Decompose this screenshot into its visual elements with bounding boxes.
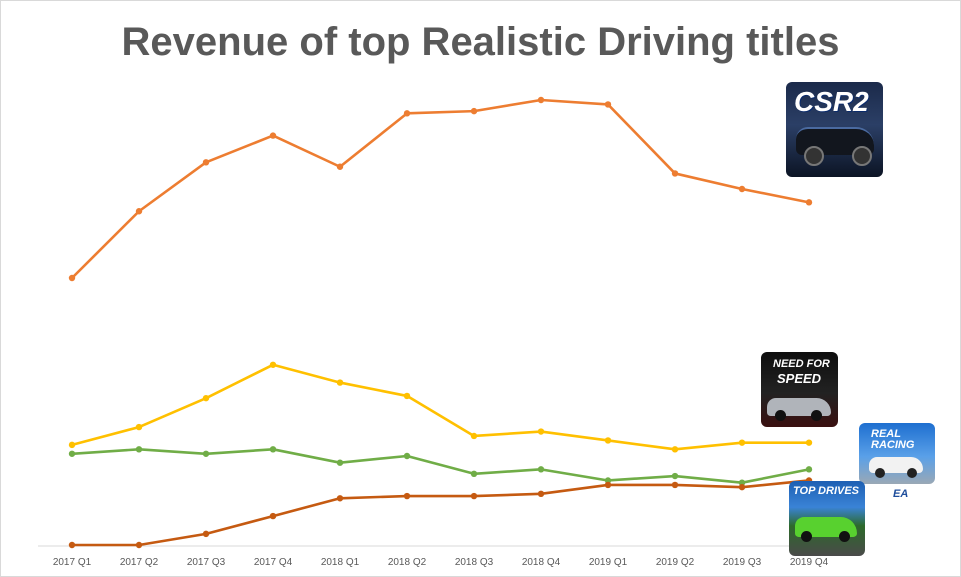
series-line: [71, 98, 810, 279]
x-tick-label: 2018 Q2: [388, 557, 427, 568]
data-point: [403, 492, 411, 500]
data-point: [604, 477, 612, 484]
series-line: [71, 363, 809, 451]
data-point: [805, 199, 813, 206]
data-point: [403, 110, 411, 117]
x-tick-label: 2017 Q1: [53, 557, 92, 568]
data-point: [671, 472, 679, 480]
data-point: [738, 185, 746, 193]
x-tick-label: 2019 Q1: [589, 557, 628, 568]
data-point: [269, 361, 277, 368]
data-point: [403, 452, 411, 460]
x-tick-label: 2019 Q2: [656, 557, 695, 568]
data-point: [470, 470, 478, 477]
data-point: [537, 428, 545, 435]
top-drives-icon-label: TOP DRIVES: [793, 485, 860, 497]
x-tick-label: 2017 Q2: [120, 557, 159, 568]
series-line: [71, 448, 810, 485]
real-racing-icon-label-line2: RACING: [871, 439, 915, 451]
data-point: [537, 490, 545, 498]
data-point: [68, 441, 76, 449]
x-tick-label: 2017 Q3: [187, 557, 226, 568]
csr2-icon-label: CSR2: [794, 86, 869, 117]
data-point: [135, 446, 143, 453]
data-point: [202, 394, 210, 402]
data-point: [135, 208, 143, 215]
data-point: [604, 101, 612, 108]
data-point: [604, 437, 612, 444]
data-point: [738, 483, 746, 491]
data-point: [336, 459, 344, 466]
data-point: [68, 450, 76, 457]
data-point: [336, 163, 344, 170]
data-point: [671, 481, 679, 489]
data-point: [738, 479, 746, 486]
data-point: [738, 439, 746, 446]
data-point: [135, 541, 143, 549]
nfs-icon-label-line2: SPEED: [777, 371, 822, 386]
real-racing-icon-label-line1: REAL: [871, 428, 901, 440]
series-need-for-speed: [68, 361, 813, 453]
data-point: [269, 512, 277, 520]
data-point: [805, 439, 813, 446]
nfs-icon-label-line1: NEED FOR: [773, 358, 830, 370]
x-tick-label: 2018 Q4: [522, 557, 561, 568]
data-point: [336, 495, 344, 502]
csr2-icon: CSR2: [786, 82, 883, 177]
data-point: [805, 466, 813, 473]
data-point: [470, 492, 478, 500]
x-tick-label: 2019 Q4: [790, 557, 829, 568]
data-point: [537, 466, 545, 473]
data-point: [202, 159, 210, 166]
need-for-speed-icon: NEED FOR SPEED: [761, 352, 838, 427]
x-tick-label: 2019 Q3: [723, 557, 762, 568]
data-point: [202, 450, 210, 457]
x-tick-label: 2018 Q1: [321, 557, 360, 568]
data-point: [470, 432, 478, 440]
data-point: [135, 423, 143, 431]
x-tick-label: 2018 Q3: [455, 557, 494, 568]
data-point: [604, 481, 612, 489]
series-layer: [68, 96, 813, 549]
data-point: [336, 379, 344, 386]
data-point: [671, 170, 679, 177]
data-point: [202, 530, 210, 538]
data-point: [671, 446, 679, 453]
data-point: [269, 132, 277, 139]
ea-logo: EA: [893, 488, 909, 500]
data-point: [68, 541, 76, 549]
series-line: [72, 479, 810, 547]
top-drives-icon: TOP DRIVES: [789, 481, 865, 556]
data-point: [68, 274, 76, 282]
data-point: [470, 107, 478, 115]
series-top-drives: [68, 477, 813, 549]
x-axis-ticks: 2017 Q1 2017 Q2 2017 Q3 2017 Q4 2018 Q1 2018 …: [53, 557, 829, 568]
data-point: [403, 392, 411, 400]
series-real-racing: [68, 446, 813, 486]
real-racing-icon: REAL RACING: [859, 423, 935, 484]
data-point: [537, 96, 545, 104]
chart-title: Revenue of top Realistic Driving titles: [121, 20, 840, 64]
series-csr2: [68, 96, 813, 282]
x-tick-label: 2017 Q4: [254, 557, 293, 568]
data-point: [269, 446, 277, 453]
